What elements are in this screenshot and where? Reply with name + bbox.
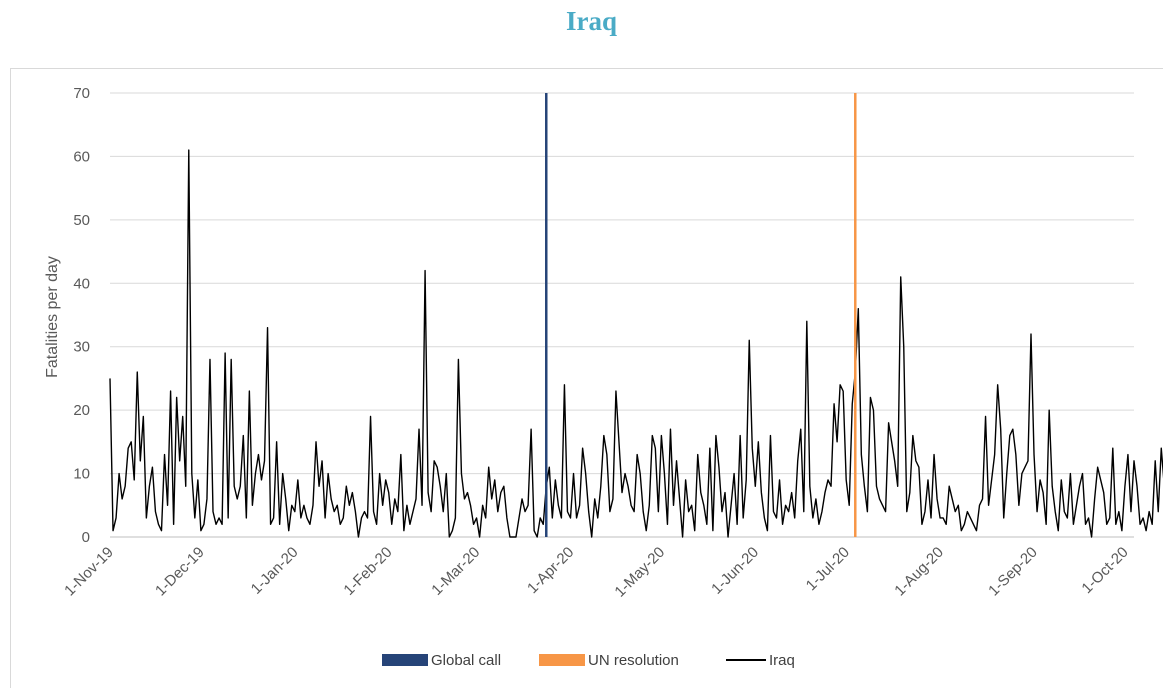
x-tick-label: 1-Oct-20: [1078, 544, 1131, 597]
legend-label-iraq: Iraq: [769, 652, 795, 669]
y-tick-label: 60: [73, 148, 90, 165]
legend-label-un-resolution: UN resolution: [588, 652, 679, 669]
x-tick-label: 1-Jan-20: [248, 544, 302, 598]
y-tick-label: 70: [73, 85, 90, 102]
marker-lines: [545, 93, 857, 537]
legend-swatch-un-resolution: [539, 654, 585, 666]
y-tick-label: 50: [73, 212, 90, 229]
x-tick-label: 1-Feb-20: [340, 544, 395, 599]
legend: Global call UN resolution Iraq: [382, 652, 795, 669]
legend-label-global-call: Global call: [431, 652, 501, 669]
series-layer: [109, 149, 1163, 538]
x-tick-label: 1-Jul-20: [803, 544, 853, 594]
legend-swatch-global-call: [382, 654, 428, 666]
x-tick-labels: 1-Nov-19 1-Dec-19 1-Jan-20 1-Feb-20 1-Mar-20…: [61, 544, 1132, 601]
y-tick-labels: 0 10 20 30 40 50 60 70: [73, 85, 90, 546]
chart-frame: [10, 68, 1163, 688]
page-title: Iraq: [565, 6, 617, 36]
y-tick-label: 0: [82, 529, 90, 546]
y-tick-label: 20: [73, 402, 90, 419]
x-tick-label: 1-Aug-20: [891, 544, 947, 600]
x-tick-label: 1-May-20: [611, 544, 668, 601]
x-tick-label: 1-Apr-20: [524, 544, 577, 597]
y-tick-label: 40: [73, 275, 90, 292]
y-axis-title: Fatalities per day: [44, 256, 61, 378]
series-line-iraq: [109, 149, 1163, 538]
y-tick-label: 30: [73, 339, 90, 356]
x-tick-label: 1-Nov-19: [61, 544, 117, 600]
x-tick-label: 1-Mar-20: [428, 544, 483, 599]
y-tick-label: 10: [73, 466, 90, 483]
x-tick-label: 1-Jun-20: [708, 544, 762, 598]
gridlines: [110, 92, 1134, 538]
x-tick-label: 1-Dec-19: [152, 544, 208, 600]
x-tick-label: 1-Sep-20: [985, 544, 1041, 600]
